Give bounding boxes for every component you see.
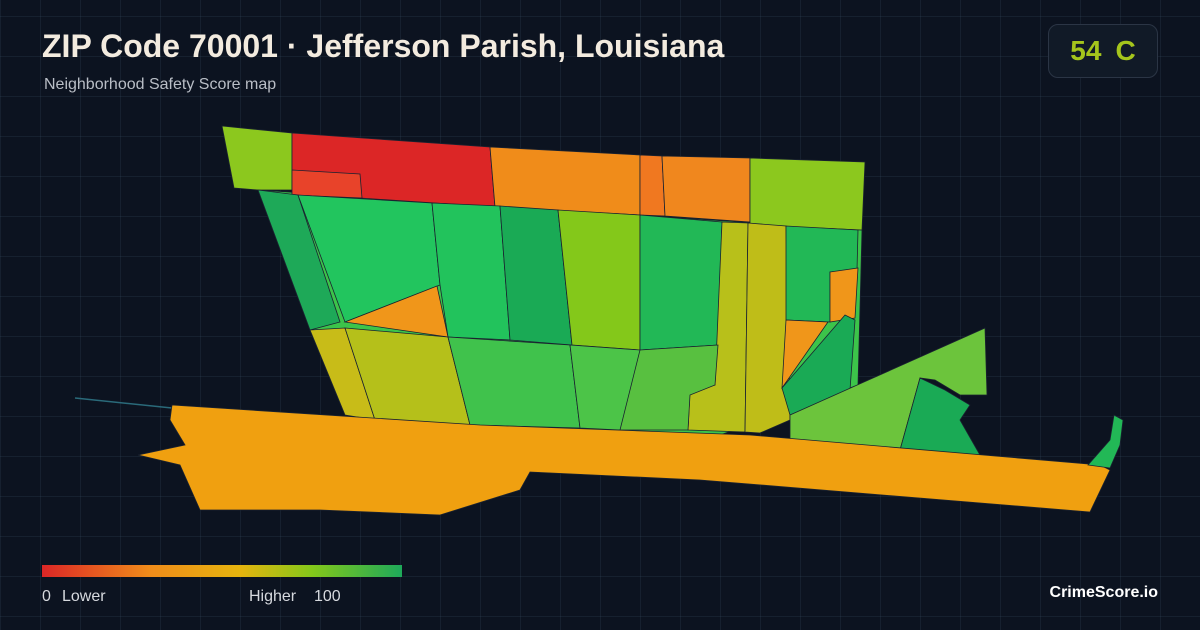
score-grade: C (1115, 35, 1136, 66)
legend-min: 0 (42, 588, 51, 605)
legend-gradient (42, 565, 402, 577)
legend-max-label: Higher (249, 588, 297, 605)
neighborhoods (74, 125, 1124, 516)
legend-max: 100 (314, 588, 341, 605)
title: ZIP Code 70001 · Jefferson Parish, Louis… (42, 28, 725, 64)
score-badge: 54 C (1048, 24, 1158, 78)
score-value: 54 (1070, 35, 1102, 66)
subtitle: Neighborhood Safety Score map (44, 76, 277, 93)
brand: CrimeScore.io (1049, 584, 1158, 601)
legend-min-label: Lower (62, 588, 106, 605)
